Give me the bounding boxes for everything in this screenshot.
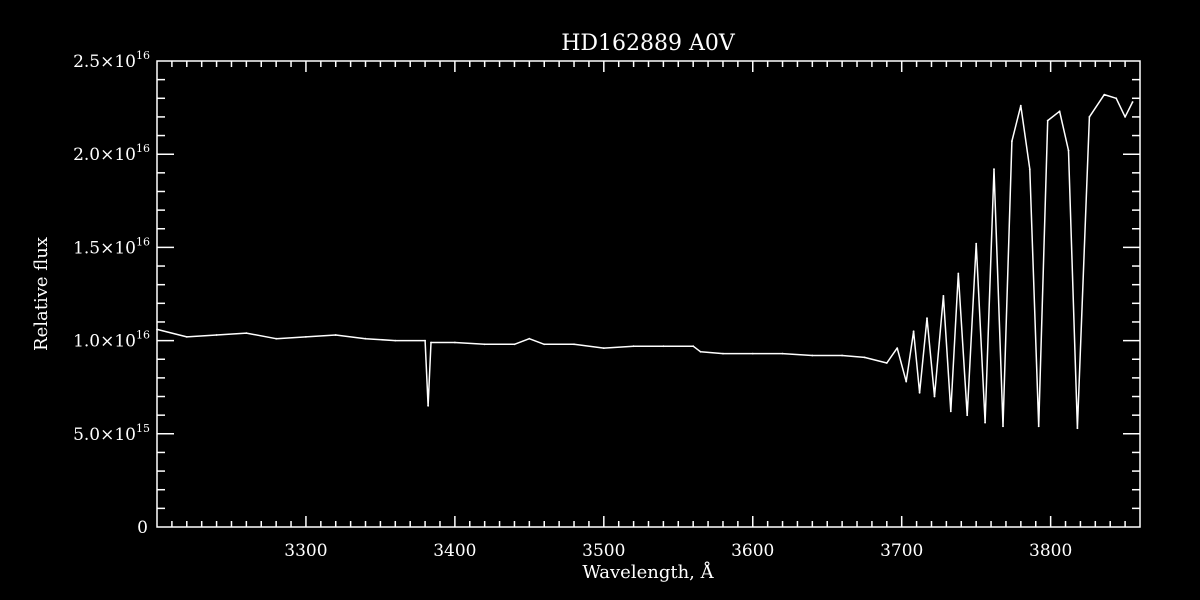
data-point [454, 341, 456, 344]
data-point [966, 414, 969, 417]
data-point [275, 337, 278, 340]
x-tick-label: 3600 [731, 541, 774, 561]
y-axis-ticks: 05.0×10151.0×10161.5×10162.0×10162.5×101… [73, 49, 1140, 538]
y-tick-label: 1.0×1016 [73, 329, 150, 352]
x-tick-label: 3300 [284, 541, 327, 561]
y-tick-exponent: 16 [136, 49, 150, 62]
data-point [896, 347, 899, 349]
data-point [424, 339, 426, 342]
data-point [245, 332, 248, 334]
y-tick-exponent: 15 [136, 422, 150, 435]
x-tick-label: 3400 [433, 541, 476, 561]
data-point [841, 354, 843, 357]
data-point [543, 343, 546, 346]
data-point [1037, 425, 1040, 428]
data-point [1131, 101, 1134, 103]
data-point [364, 337, 367, 340]
x-axis-ticks: 3300 3400 3500 3600 3700 3800 [171, 61, 1126, 561]
data-point [662, 345, 665, 348]
data-point [1011, 140, 1013, 143]
data-point [1115, 97, 1118, 100]
y-tick-label: 0 [137, 518, 148, 538]
data-point [1002, 425, 1004, 428]
spectrum-line [156, 93, 1134, 429]
data-point [751, 352, 754, 355]
data-point [1058, 110, 1061, 113]
chart-title: HD162889 A0V [561, 31, 736, 56]
data-point [942, 295, 945, 297]
data-point [215, 334, 218, 336]
data-point [781, 352, 784, 355]
data-point [933, 395, 936, 398]
data-point [1019, 104, 1022, 107]
data-point [722, 352, 724, 355]
data-point [949, 410, 952, 413]
data-point [334, 334, 337, 336]
data-point [984, 421, 986, 424]
y-tick-label: 1.5×1016 [73, 235, 150, 258]
data-point [811, 354, 814, 357]
y-tick-mantissa: 1.5×10 [73, 238, 136, 258]
x-tick-label: 3500 [582, 541, 625, 561]
data-point [1067, 149, 1070, 152]
data-point [427, 404, 429, 407]
y-tick-label: 2.5×1016 [73, 49, 150, 72]
data-point [1046, 119, 1049, 122]
data-point [885, 362, 888, 364]
data-point [528, 337, 531, 340]
y-tick-mantissa: 2.0×10 [73, 145, 136, 165]
data-point [699, 350, 702, 353]
data-point [573, 343, 575, 346]
data-point [1076, 427, 1079, 430]
data-point [1028, 168, 1031, 171]
data-point [513, 343, 516, 346]
data-point [975, 242, 978, 245]
y-tick-exponent: 16 [136, 235, 150, 248]
y-tick-mantissa: 1.0×10 [73, 332, 136, 352]
y-tick-label: 5.0×1015 [73, 422, 150, 445]
data-point [185, 336, 188, 338]
plot-frame [156, 60, 1141, 528]
data-point [1088, 116, 1091, 118]
data-point [1124, 116, 1126, 118]
y-tick-exponent: 16 [136, 329, 150, 342]
y-tick-exponent: 16 [136, 142, 150, 155]
data-point [926, 317, 928, 320]
series-group [156, 93, 1134, 430]
data-point [394, 339, 397, 342]
data-point [430, 341, 432, 344]
y-tick-mantissa: 2.5×10 [73, 52, 136, 72]
data-point [632, 345, 635, 348]
data-point [863, 356, 866, 359]
data-point [905, 380, 908, 383]
data-point [692, 345, 695, 348]
data-point [918, 391, 921, 394]
data-point [602, 347, 605, 349]
x-tick-label: 3800 [1029, 541, 1072, 561]
data-point [1103, 93, 1106, 96]
data-point [156, 328, 158, 331]
x-tick-label: 3700 [880, 541, 923, 561]
x-axis-label: Wavelength, Å [582, 561, 714, 583]
data-point [957, 272, 960, 275]
data-point [305, 336, 307, 338]
y-axis-label: Relative flux [31, 237, 52, 351]
y-tick-label: 2.0×1016 [73, 142, 150, 165]
data-point [483, 343, 486, 346]
data-point [912, 330, 915, 333]
data-point [993, 168, 995, 171]
y-tick-mantissa: 5.0×10 [73, 425, 136, 445]
